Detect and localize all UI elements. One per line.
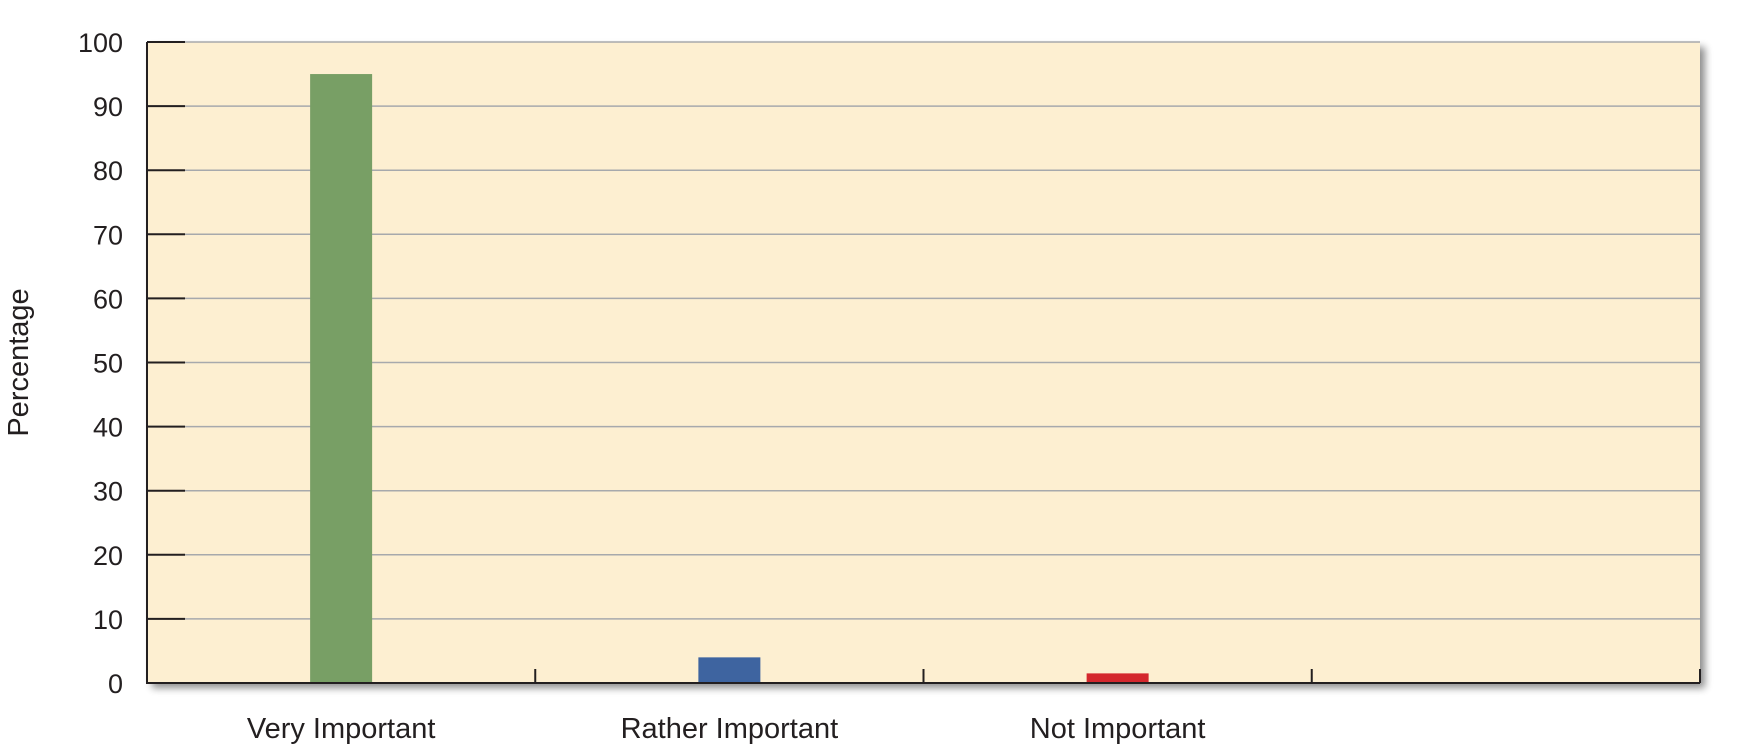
y-tick-label: 0 (108, 669, 123, 699)
y-axis-title: Percentage (3, 288, 35, 436)
x-axis-ticks: Very Important Rather Important Not Import… (247, 669, 1701, 745)
gridlines (147, 41, 1700, 620)
bars (310, 74, 1149, 684)
bar (698, 657, 761, 683)
y-tick-label: 90 (93, 92, 123, 122)
y-tick-label: 100 (78, 28, 123, 58)
bar (310, 74, 373, 684)
y-tick-label: 20 (93, 541, 123, 571)
x-category-label: Rather Important (621, 713, 839, 745)
bar (1086, 673, 1149, 683)
y-tick-label: 30 (93, 477, 123, 507)
x-category-label: Not Important (1030, 713, 1206, 745)
y-tick-label: 50 (93, 349, 123, 379)
y-tick-label: 40 (93, 413, 123, 443)
x-category-label: Very Important (247, 713, 436, 745)
y-tick-label: 60 (93, 284, 123, 314)
y-axis-ticks: 0 10 20 30 40 50 60 70 80 90 100 (78, 28, 185, 699)
y-tick-label: 80 (93, 156, 123, 186)
y-tick-label: 10 (93, 605, 123, 635)
y-tick-label: 70 (93, 220, 123, 250)
